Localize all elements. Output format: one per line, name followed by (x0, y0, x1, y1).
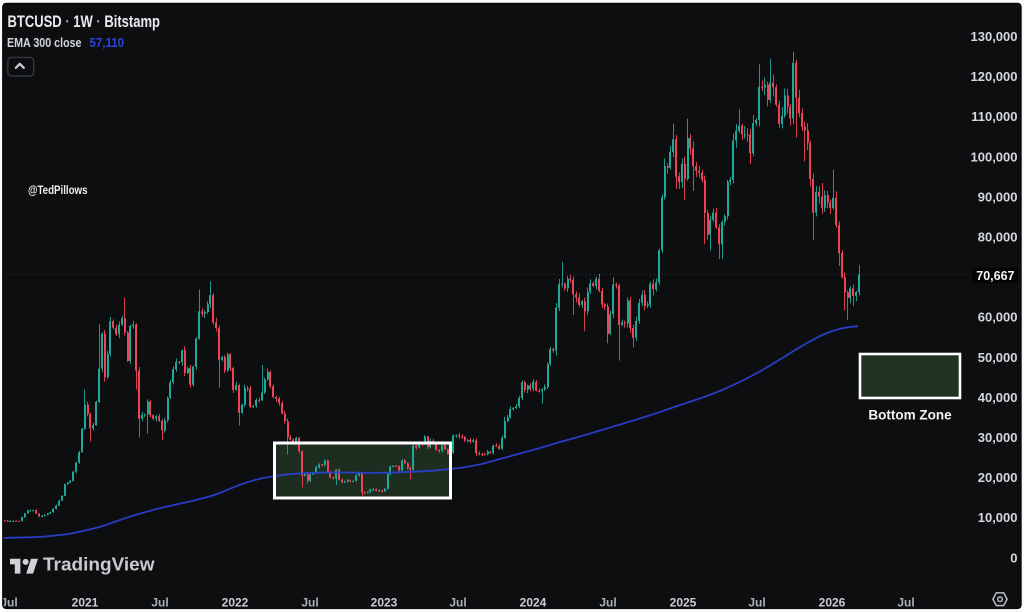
svg-text:Jul: Jul (897, 596, 914, 610)
svg-text:10,000: 10,000 (978, 510, 1018, 525)
svg-text:TradingView: TradingView (43, 555, 156, 575)
svg-text:Jul: Jul (0, 596, 17, 610)
svg-text:2023: 2023 (371, 596, 398, 610)
svg-text:30,000: 30,000 (978, 430, 1018, 445)
svg-text:50,000: 50,000 (978, 350, 1018, 365)
svg-text:40,000: 40,000 (978, 390, 1018, 405)
svg-text:90,000: 90,000 (978, 189, 1018, 204)
svg-text:Jul: Jul (599, 596, 616, 610)
svg-text:2024: 2024 (520, 596, 547, 610)
svg-text:130,000: 130,000 (971, 29, 1018, 44)
svg-text:100,000: 100,000 (971, 149, 1018, 164)
svg-text:80,000: 80,000 (978, 230, 1018, 245)
svg-text:2026: 2026 (819, 596, 846, 610)
svg-text:Jul: Jul (151, 596, 168, 610)
svg-text:2021: 2021 (72, 596, 99, 610)
svg-text:0: 0 (1010, 550, 1017, 565)
svg-text:EMA 300 close: EMA 300 close (7, 36, 82, 50)
svg-text:Jul: Jul (301, 596, 318, 610)
svg-text:57,110: 57,110 (90, 36, 125, 50)
svg-text:2025: 2025 (670, 596, 697, 610)
svg-text:BTCUSD · 1W · Bitstamp: BTCUSD · 1W · Bitstamp (8, 13, 161, 31)
svg-text:Bottom Zone: Bottom Zone (868, 408, 952, 423)
svg-text:110,000: 110,000 (971, 109, 1017, 124)
svg-text:60,000: 60,000 (978, 310, 1018, 325)
svg-text:2022: 2022 (222, 596, 249, 610)
svg-text:20,000: 20,000 (978, 470, 1018, 485)
svg-text:Jul: Jul (449, 596, 466, 610)
svg-text:70,667: 70,667 (976, 269, 1014, 283)
svg-text:120,000: 120,000 (971, 69, 1018, 84)
svg-text:@TedPillows: @TedPillows (28, 185, 88, 197)
svg-text:Jul: Jul (748, 596, 765, 610)
